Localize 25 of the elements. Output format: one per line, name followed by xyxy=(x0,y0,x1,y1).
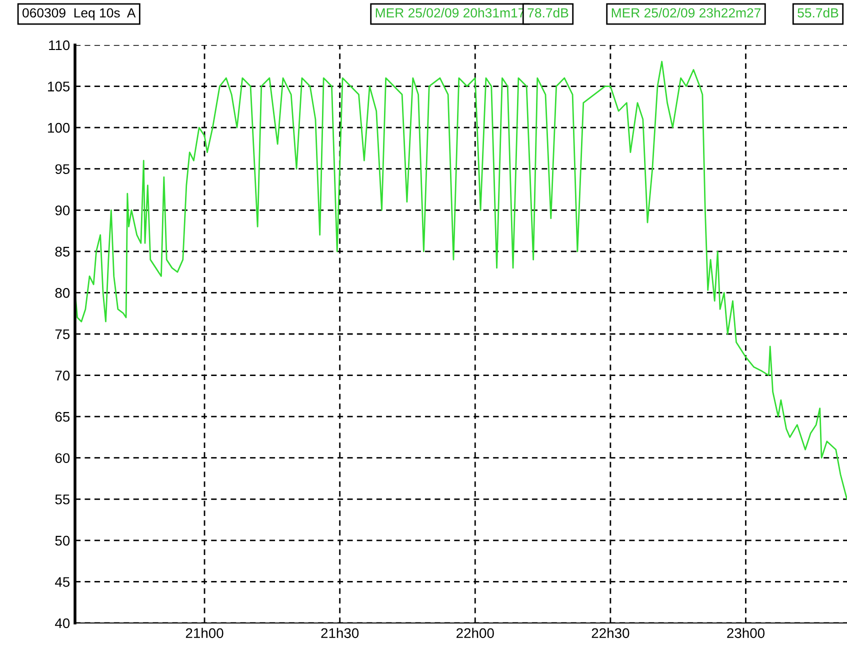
x-tick-label: 21h30 xyxy=(321,628,359,638)
y-tick-label: 40 xyxy=(55,618,70,628)
x-tick-label: 23h00 xyxy=(727,628,765,638)
y-tick-label: 55 xyxy=(55,494,70,504)
y-tick-label: 90 xyxy=(55,205,70,216)
y-tick-label: 85 xyxy=(55,246,70,257)
x-tick-label: 22h30 xyxy=(592,628,630,638)
y-tick-label: 80 xyxy=(55,288,70,298)
text: 78.7dB xyxy=(528,8,568,18)
chart-title: 060309 Leq 10s A xyxy=(22,8,136,20)
y-tick-label: 95 xyxy=(55,164,70,174)
text: 55.7dB xyxy=(798,8,838,18)
y-tick-label: 110 xyxy=(49,40,70,50)
y-tick-label: 65 xyxy=(55,412,70,422)
y-tick-label: 105 xyxy=(48,82,70,92)
y-tick-label: 50 xyxy=(55,536,70,546)
y-tick-label: 75 xyxy=(55,329,70,340)
text: MER 25/02/09 23h22m27 xyxy=(612,8,761,18)
x-tick-label: 22h00 xyxy=(456,628,494,638)
y-tick-label: 60 xyxy=(55,453,70,464)
y-tick-label: 100 xyxy=(48,122,70,133)
y-tick-label: 70 xyxy=(55,370,70,380)
x-tick-label: 21h00 xyxy=(186,628,224,638)
y-tick-label: 45 xyxy=(55,577,70,587)
text: MER 25/02/09 20h31m17 xyxy=(376,8,525,18)
